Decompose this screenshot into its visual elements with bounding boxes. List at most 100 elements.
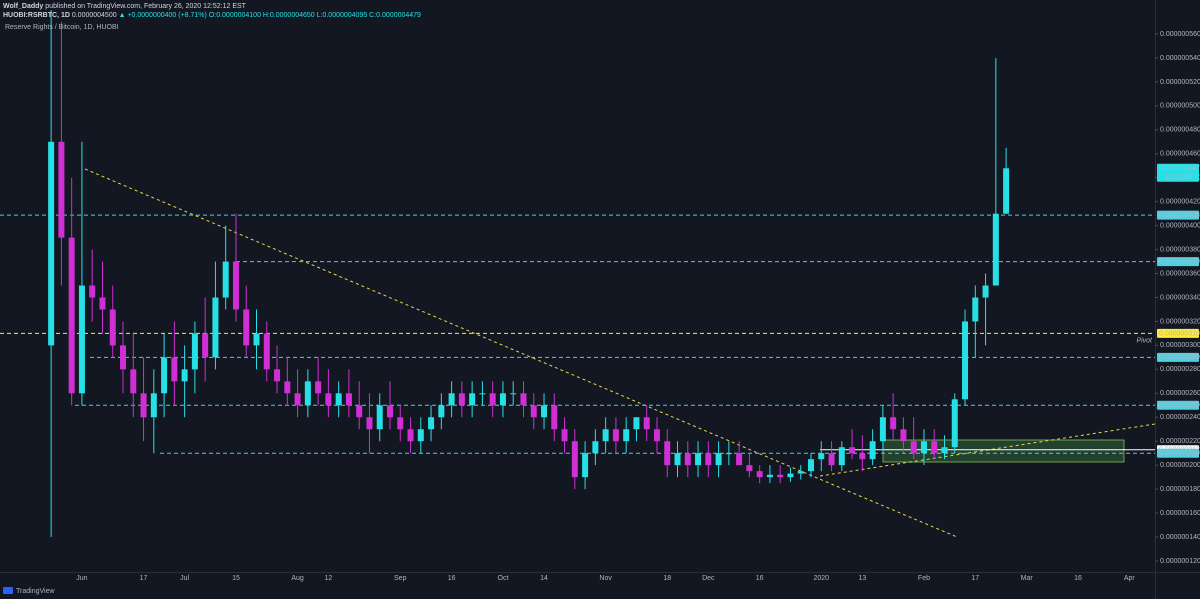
candle-body: [407, 429, 414, 442]
level-label-box: [1157, 257, 1199, 267]
candle-body: [664, 441, 671, 466]
candle-body: [294, 393, 301, 406]
candle-body: [838, 447, 845, 466]
last-price-box: [1157, 163, 1199, 182]
candle-body: [212, 297, 219, 358]
candle-body: [941, 447, 948, 454]
candle-body: [161, 357, 168, 394]
candle-body: [284, 381, 291, 394]
candle-body: [489, 393, 496, 406]
candle-body: [202, 333, 209, 358]
level-label: 0.0000002900: [1159, 354, 1200, 361]
candle-body: [99, 297, 106, 310]
candle-body: [561, 429, 568, 442]
candle-body: [243, 309, 250, 346]
candle-body: [797, 471, 804, 474]
candle-body: [684, 453, 691, 466]
level-label-box: [1157, 210, 1199, 220]
candle-body: [140, 393, 147, 418]
candle-body: [725, 453, 732, 455]
level-note: Pivot: [1136, 337, 1153, 344]
candle-body: [48, 141, 55, 346]
candle-body: [674, 453, 681, 466]
candle-body: [859, 453, 866, 460]
x-tick-label: 12: [324, 575, 332, 582]
x-tick-label: Nov: [599, 575, 612, 582]
x-tick-label: 16: [756, 575, 764, 582]
candle-body: [890, 417, 897, 430]
quote-line: HUOBI:RSRBTC, 1D 0.0000004500 ▲ +0.00000…: [3, 12, 421, 19]
ohlc: O:0.0000004100 H:0.0000004650 L:0.000000…: [209, 12, 421, 19]
candle-body: [335, 393, 342, 406]
candle-body: [653, 429, 660, 442]
x-tick-label: Oct: [498, 575, 509, 582]
x-tick-label: Apr: [1124, 575, 1136, 582]
candle-body: [417, 429, 424, 442]
level-label: 0.0000003700: [1159, 258, 1200, 265]
candle-body: [58, 141, 65, 238]
candle-body: [120, 345, 127, 370]
candle-body: [746, 465, 753, 472]
candle-body: [222, 261, 229, 298]
candle-body: [592, 441, 599, 454]
candle-body: [458, 393, 465, 406]
x-tick-label: 17: [140, 575, 148, 582]
level-label-box: [1157, 448, 1199, 458]
candle-body: [715, 453, 722, 466]
candle-body: [263, 333, 270, 370]
x-tick-label: 15: [232, 575, 240, 582]
price: 0.0000004500: [72, 12, 117, 19]
candle-body: [633, 417, 640, 430]
candle-body: [499, 393, 506, 406]
candle-body: [705, 453, 712, 466]
x-tick-label: 14: [540, 575, 548, 582]
level-label-box: [1157, 400, 1199, 410]
candle-body: [479, 393, 486, 395]
candle-body: [171, 357, 178, 382]
header-line: Wolf_Daddy published on TradingView.com,…: [3, 3, 247, 10]
candle-body: [879, 417, 886, 442]
candle-body: [274, 369, 281, 382]
candle-body: [232, 261, 239, 310]
candle-body: [438, 405, 445, 418]
x-tick-label: 18: [663, 575, 671, 582]
x-tick-label: 16: [448, 575, 456, 582]
candle-body: [695, 453, 702, 466]
candle-body: [1003, 168, 1010, 214]
candle-body: [612, 429, 619, 442]
candle-body: [736, 453, 743, 466]
level-label-box: [1157, 352, 1199, 362]
candle-body: [397, 417, 404, 430]
plot-area: [0, 10, 1155, 538]
candle-body: [89, 285, 96, 298]
x-tick-label: Dec: [702, 575, 715, 582]
candle-body: [530, 405, 537, 418]
candle-body: [109, 309, 116, 346]
candle-body: [920, 441, 927, 454]
candle-body: [386, 405, 393, 418]
x-tick-label: Sep: [394, 575, 407, 582]
level-label: 0.0000004088: [1159, 212, 1200, 219]
candle-body: [551, 405, 558, 430]
candle-body: [448, 393, 455, 406]
candle-body: [428, 417, 435, 430]
level-label: 0.0000002500: [1159, 402, 1200, 409]
x-tick-label: Mar: [1021, 575, 1034, 582]
candle-body: [376, 405, 383, 430]
brand: TradingView: [16, 588, 55, 595]
brand-logo: [3, 587, 13, 594]
